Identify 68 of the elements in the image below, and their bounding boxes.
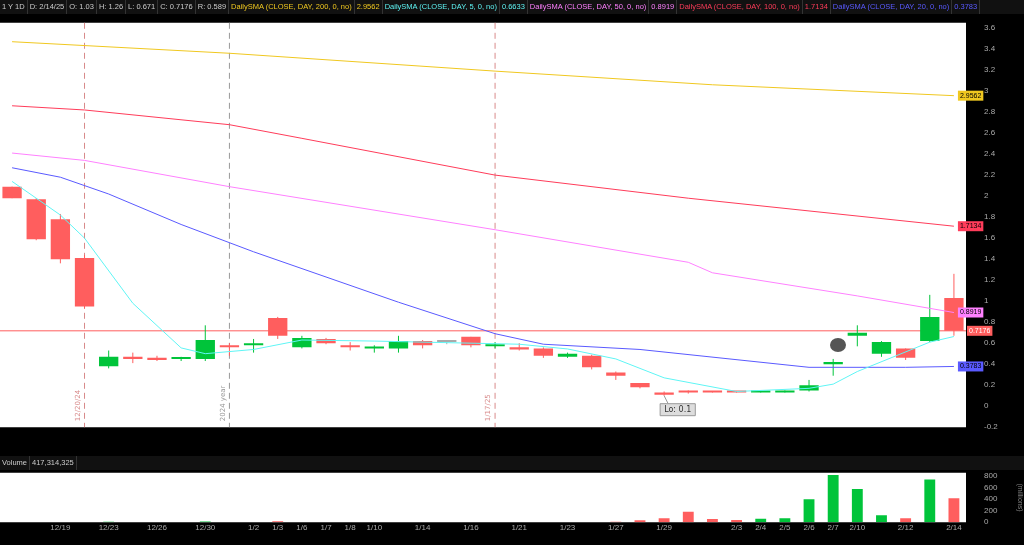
candlestick [654,390,674,397]
x-tick-label: 12/26 [146,523,168,533]
bar [779,518,791,523]
x-tick-label: 1/6 [296,523,308,533]
y-tick-label: 0.6 [984,338,996,348]
y-tick-label: 2.8 [984,107,996,117]
y-tick-label: 0 [984,401,989,411]
y-tick-label: 0.4 [984,359,996,369]
x-tick-label: 12/30 [195,523,216,533]
bar [658,518,670,523]
bar [900,518,912,523]
y-tick-label: 3.4 [984,44,996,54]
y-tick-label: -0.2 [984,422,999,432]
x-tick-label: 1/29 [656,523,673,533]
y-tick-label: 2 [984,191,989,201]
candlestick [147,355,167,362]
x-tick-label: 1/23 [559,523,576,533]
annotation: Lo: 0.1 [664,404,692,414]
y-tick-label: 1.4 [984,254,996,264]
x-tick-label: 1/8 [344,523,357,533]
bar [827,475,839,523]
bar [803,499,815,523]
y-tick-label: 1.6 [984,233,996,243]
y-tick-label: 0 [984,517,989,527]
x-tick-label: 12/23 [98,523,120,533]
x-tick-label: 1/27 [608,523,625,533]
x-tick-label: 2/12 [897,523,914,533]
x-tick-label: 2/7 [827,523,840,533]
y-tick-label: 0.8 [984,317,996,327]
y-tick-label: 600 [984,482,998,492]
candlestick [485,341,505,349]
x-tick-label: 12/19 [50,523,71,533]
y-tick-label: 800 [984,471,998,481]
bar [876,515,887,523]
bar [948,498,960,523]
bar [682,511,694,523]
x-tick-label: 2/14 [946,523,963,533]
x-tick-label: 1/3 [272,523,284,533]
y-tick-label: 0.2 [984,380,996,390]
y-tick-label: 200 [984,505,998,515]
x-tick-label: 2/6 [803,523,816,533]
bar [924,479,936,523]
bar [634,520,646,523]
candlestick [171,356,191,362]
x-tick-label: 2/3 [731,523,743,533]
y-tick-label: 1.8 [984,212,996,222]
x-tick-label: 1/16 [463,523,480,533]
y-tick-label: 3.6 [984,23,996,33]
x-tick-label: 1/2 [248,523,260,533]
y-tick-label: 2.4 [984,149,996,159]
y-tick-label: 2.2 [984,170,996,180]
bar [706,519,718,523]
x-tick-label: 2/10 [849,523,866,533]
y-tick-label: 1 [984,296,989,306]
x-tick-label: 1/7 [320,523,333,533]
x-tick-label: 2/4 [755,523,767,533]
y-tick-label: 3.2 [984,65,996,75]
candlestick [195,324,215,362]
y-tick-label: 400 [984,494,998,504]
y-tick-label: 1.2 [984,275,996,285]
x-tick-label: 1/10 [366,523,383,533]
candlestick [847,324,867,347]
y-tick-label: 3 [984,86,989,96]
x-tick-label: 1/21 [511,523,528,533]
y-tick-label: 2.6 [984,128,996,138]
x-tick-label: 2/5 [779,523,791,533]
x-tick-label: 1/14 [414,523,431,533]
bar [851,488,863,523]
